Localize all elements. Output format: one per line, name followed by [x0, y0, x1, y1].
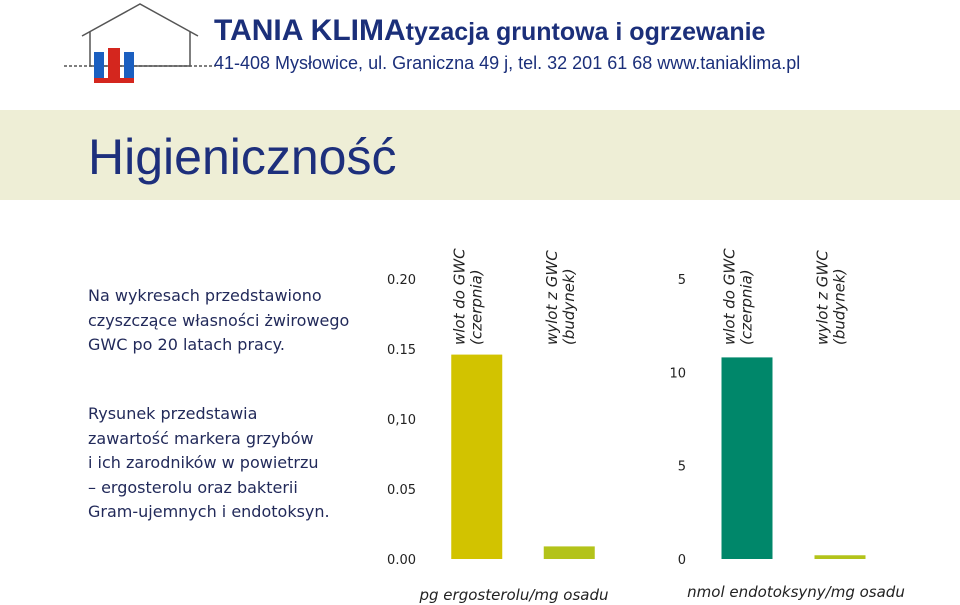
category-label-line: wlot do GWC [450, 248, 468, 345]
y-tick-label: 0.05 [387, 483, 416, 498]
x-axis-label: nmol endotoksyny/mg osadu [687, 583, 905, 601]
text-line: GWC po 20 latach pracy. [88, 335, 285, 354]
bar [543, 546, 595, 559]
category-label-line: wylot z GWC [543, 250, 561, 345]
bar [814, 555, 866, 559]
text-line: Na wykresach przedstawiono [88, 286, 322, 305]
category-label: wlot do GWC (czerpnia) [450, 248, 485, 345]
y-tick-label: 0.20 [387, 273, 416, 288]
y-tick-label: 5 [678, 460, 686, 475]
category-label-line: (budynek) [831, 268, 849, 345]
y-tick-label: 0.00 [387, 553, 416, 568]
header-title: TANIA KLIMAtyzacja gruntowa i ogrzewanie [214, 14, 765, 48]
paragraph: Na wykresach przedstawiono czyszczące wła… [88, 284, 349, 358]
header-address: 41-408 Mysłowice, ul. Graniczna 49 j, te… [214, 53, 801, 73]
category-label: wlot do GWC (czerpnia) [721, 248, 756, 345]
category-label: wylot z GWC (budynek) [814, 250, 849, 345]
header-title-rest: tyzacja gruntowa i ogrzewanie [405, 18, 766, 46]
logo [64, 3, 216, 83]
y-tick-label: 0,10 [387, 413, 416, 428]
text-line: zawartość markera grzybów [88, 428, 314, 448]
category-label: wylot z GWC (budynek) [543, 250, 578, 345]
x-axis-label: pg ergosterolu/mg osadu [418, 586, 608, 604]
text-line: czyszczące własności żwirowego [88, 310, 350, 330]
category-label-line: (czerpnia) [467, 269, 485, 345]
text-line: – ergosterolu oraz bakterii [88, 477, 298, 497]
banner: Higieniczność [0, 110, 960, 200]
text-line: Gram-ujemnych i endotoksyn. [88, 502, 330, 521]
y-tick-label: 5 [678, 273, 686, 288]
text-line: i ich zarodników w powietrzu [88, 453, 319, 472]
y-tick-label: 10 [669, 366, 686, 381]
category-label-line: (czerpnia) [738, 269, 756, 345]
text-line: Rysunek przedstawia [88, 404, 258, 423]
header-title-bold: TANIA KLIMA [214, 14, 406, 47]
category-label-line: wylot z GWC [814, 250, 832, 345]
banner-title: Higieniczność [88, 129, 397, 185]
y-tick-label: 0.15 [387, 343, 416, 358]
paragraph: Rysunek przedstawia zawartość markera grz… [88, 402, 330, 525]
y-tick-label: 0 [678, 553, 686, 568]
bar [721, 357, 773, 559]
category-label-line: (budynek) [560, 268, 578, 345]
bar [451, 354, 503, 559]
category-label-line: wlot do GWC [721, 248, 739, 345]
